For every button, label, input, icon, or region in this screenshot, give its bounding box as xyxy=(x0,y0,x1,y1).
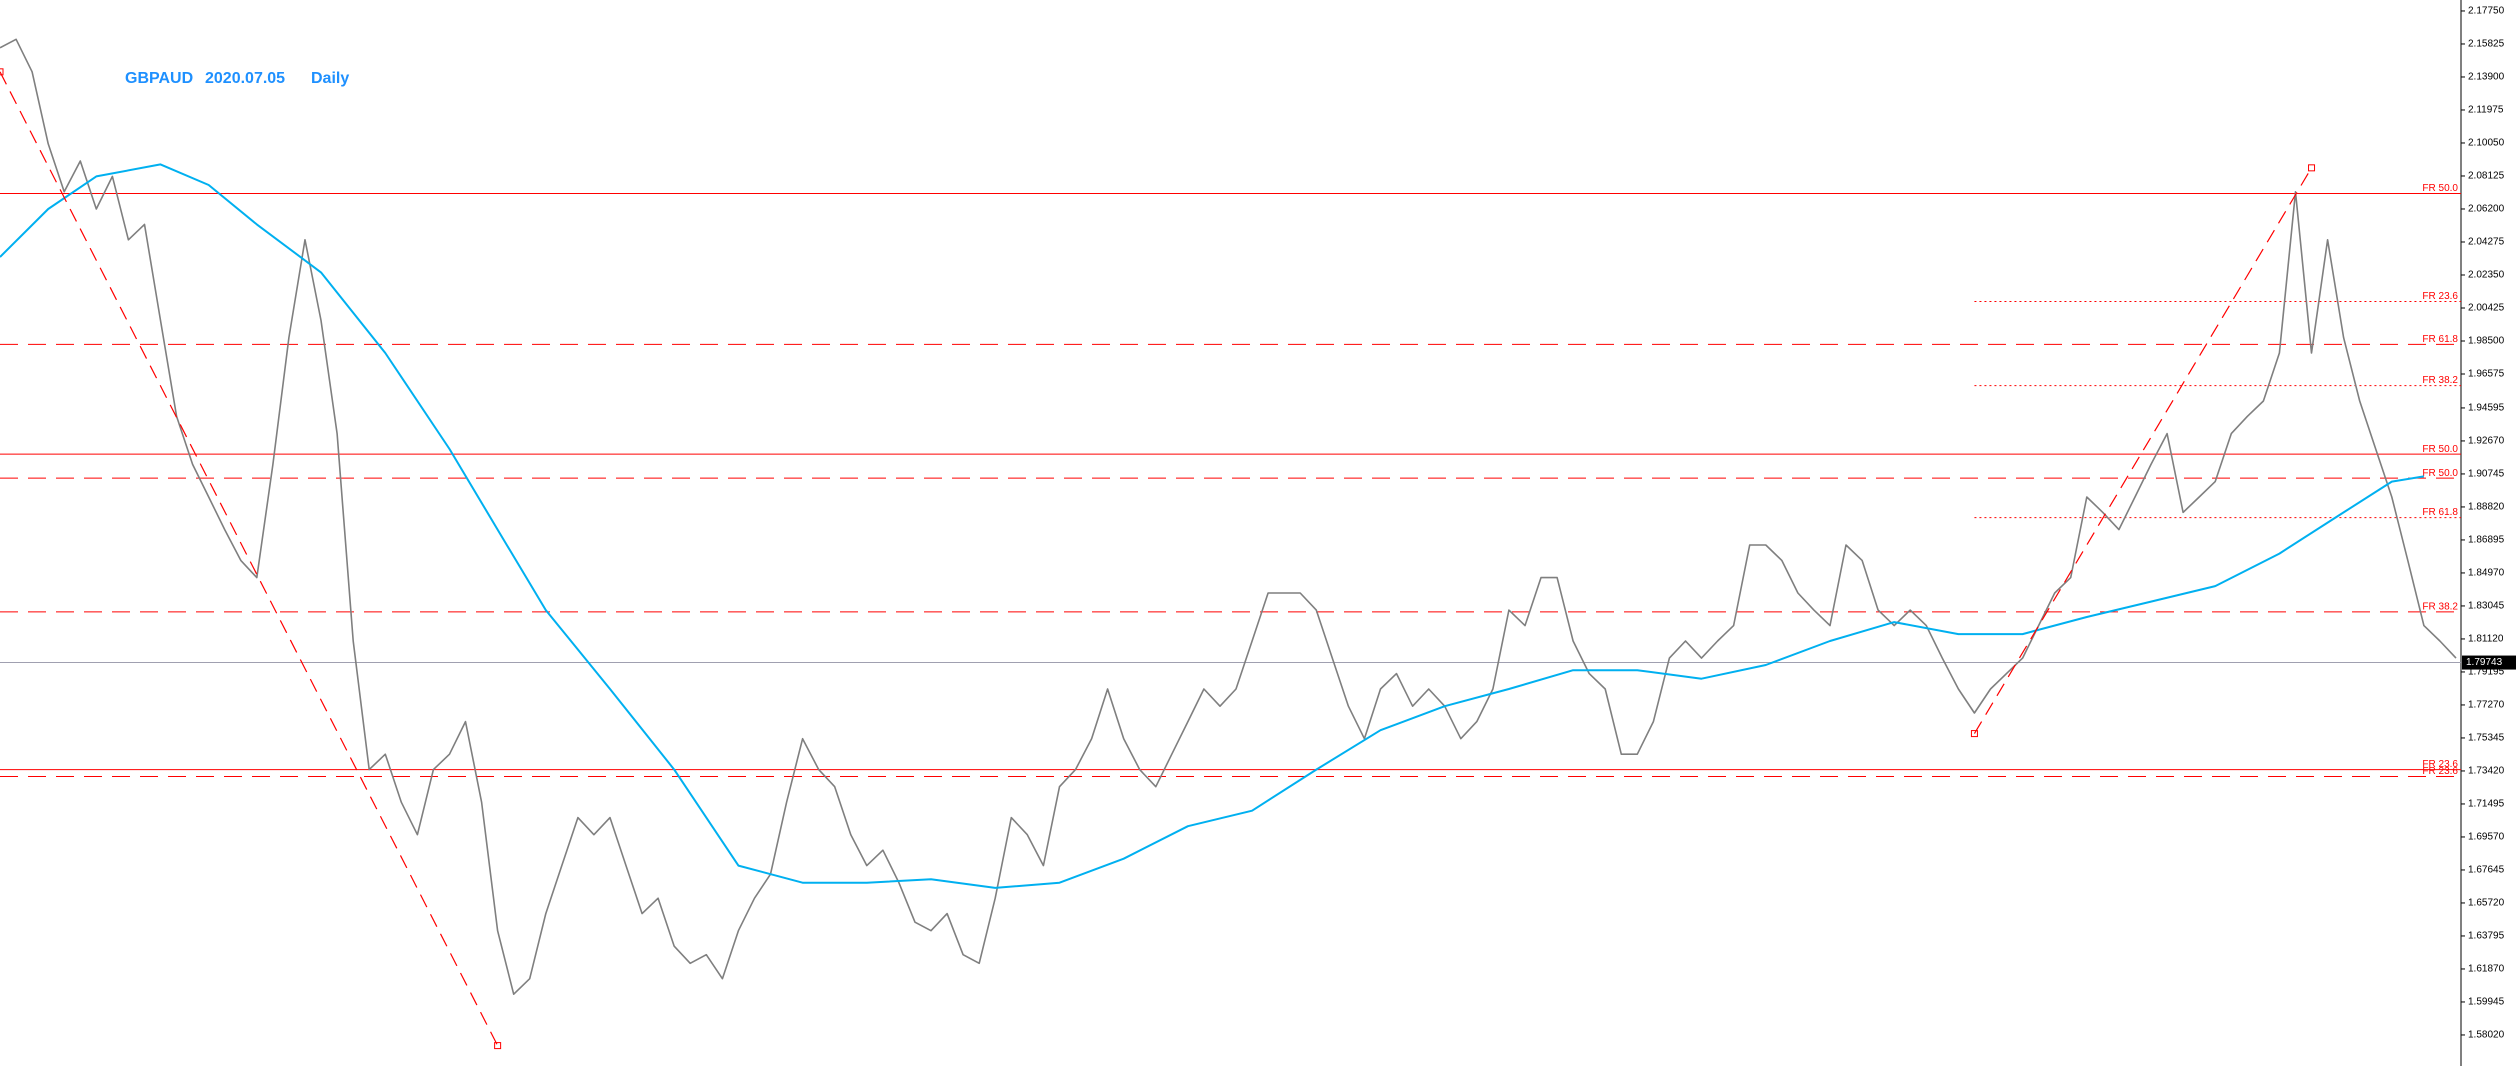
fib-label: FR 23.6 xyxy=(2422,291,2458,302)
y-tick-label: 1.67645 xyxy=(2468,865,2505,876)
fib-label: FR 61.8 xyxy=(2422,334,2458,345)
current-price-label: 1.79743 xyxy=(2466,657,2503,668)
trend-anchor xyxy=(1970,730,1978,738)
y-tick-label: 2.00425 xyxy=(2468,303,2505,314)
price-line xyxy=(0,38,2457,995)
y-tick-label: 1.98500 xyxy=(2468,336,2505,347)
y-tick-label: 1.86895 xyxy=(2468,535,2505,546)
date: 2020.07.05 xyxy=(205,70,285,87)
y-tick-label: 1.77270 xyxy=(2468,700,2505,711)
y-tick-label: 1.73420 xyxy=(2468,766,2505,777)
y-tick-label: 1.69570 xyxy=(2468,832,2505,843)
y-tick-label: 1.96575 xyxy=(2468,369,2505,380)
trend-anchor xyxy=(0,68,4,76)
current-price-tag xyxy=(2462,655,2516,670)
fib-label: FR 38.2 xyxy=(2422,375,2458,386)
y-tick-label: 1.81120 xyxy=(2468,634,2504,645)
y-tick-label: 1.94595 xyxy=(2468,403,2505,414)
y-tick-label: 1.92670 xyxy=(2468,436,2505,447)
y-tick-label: 2.06200 xyxy=(2468,204,2505,215)
y-tick-label: 1.71495 xyxy=(2468,799,2505,810)
y-tick-label: 2.11975 xyxy=(2468,105,2504,116)
y-tick-label: 2.10050 xyxy=(2468,138,2505,149)
y-tick-label: 2.04275 xyxy=(2468,237,2505,248)
timeframe: Daily xyxy=(311,70,349,87)
y-tick-label: 1.79195 xyxy=(2468,667,2505,678)
y-tick-label: 1.65720 xyxy=(2468,898,2505,909)
moving-average xyxy=(0,163,2425,889)
trend-line xyxy=(0,71,499,1046)
fib-label: FR 61.8 xyxy=(2422,507,2458,518)
y-tick-label: 1.61870 xyxy=(2468,964,2505,975)
symbol: GBPAUD xyxy=(125,70,193,87)
y-tick-label: 1.90745 xyxy=(2468,469,2505,480)
y-tick-label: 1.75345 xyxy=(2468,733,2505,744)
y-tick-label: 2.17750 xyxy=(2468,6,2505,17)
y-tick-label: 2.15825 xyxy=(2468,39,2505,50)
y-tick-label: 1.83045 xyxy=(2468,601,2505,612)
fib-label: FR 50.0 xyxy=(2422,183,2458,194)
trend-anchor xyxy=(494,1042,502,1050)
y-tick-label: 1.84970 xyxy=(2468,568,2505,579)
y-tick-label: 1.63795 xyxy=(2468,931,2505,942)
y-tick-label: 2.08125 xyxy=(2468,171,2505,182)
fib-label: FR 23.6 xyxy=(2422,766,2458,777)
fib-label: FR 23.6 xyxy=(2422,759,2458,770)
y-tick-label: 1.59945 xyxy=(2468,997,2505,1008)
trend-anchor xyxy=(2308,164,2316,172)
fib-label: FR 50.0 xyxy=(2422,444,2458,455)
fib-label: FR 50.0 xyxy=(2422,468,2458,479)
y-tick-label: 1.88820 xyxy=(2468,502,2505,513)
y-tick-label: 2.13900 xyxy=(2468,72,2505,83)
fib-label: FR 38.2 xyxy=(2422,602,2458,613)
y-tick-label: 2.02350 xyxy=(2468,270,2505,281)
y-tick-label: 1.58020 xyxy=(2468,1030,2505,1041)
